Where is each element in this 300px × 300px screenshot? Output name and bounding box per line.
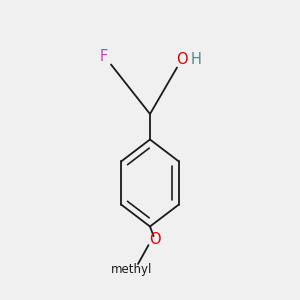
Text: O: O [176, 52, 187, 68]
Text: F: F [99, 50, 108, 64]
Text: O: O [150, 232, 161, 247]
Text: methyl: methyl [111, 263, 153, 277]
Text: H: H [191, 52, 202, 68]
